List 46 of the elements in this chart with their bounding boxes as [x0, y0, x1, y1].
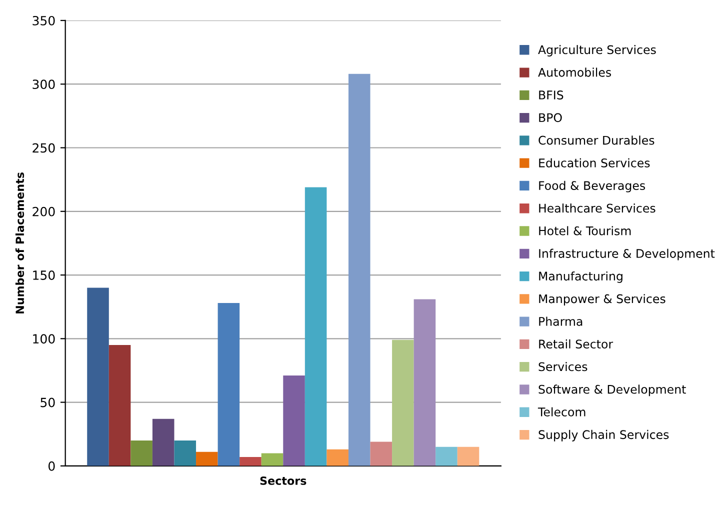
bar	[174, 440, 196, 466]
bar	[326, 449, 348, 466]
y-tick-label: 0	[48, 461, 55, 471]
legend-label: Telecom	[538, 407, 586, 416]
bar	[392, 340, 414, 466]
y-tick-label: 50	[40, 398, 55, 408]
y-tick-label: 100	[33, 334, 55, 344]
bar	[348, 74, 370, 466]
bar	[152, 418, 174, 466]
legend-label: Services	[538, 362, 588, 372]
bar	[261, 453, 284, 466]
bar	[196, 452, 218, 466]
legend-label: Pharma	[539, 316, 582, 326]
bar	[283, 376, 305, 466]
legend-label: Healthcare Services	[539, 204, 656, 213]
bar	[304, 187, 327, 466]
y-tick-label: 150	[33, 270, 55, 280]
legend-label: Food & Beverages	[539, 180, 646, 192]
bar	[240, 457, 262, 466]
legend-label: Supply Chain Services	[538, 430, 669, 442]
bar	[108, 345, 131, 466]
y-tick-label: 300	[32, 80, 55, 90]
bar	[457, 446, 480, 466]
bar	[414, 299, 436, 466]
y-tick-label: 200	[32, 206, 55, 216]
legend-label: Manufacturing	[539, 271, 622, 283]
legend-label: Infrastructure & Development	[539, 248, 715, 260]
legend-label: Automobiles	[538, 68, 612, 77]
y-tick-label: 350	[32, 16, 55, 26]
bar	[130, 440, 152, 466]
legend-label: Software & Development	[538, 384, 686, 396]
legend-label: Agriculture Services	[538, 45, 656, 56]
legend-label: BPO	[539, 113, 562, 122]
legend-label: Hotel & Tourism	[539, 226, 631, 236]
legend-label: Education Services	[539, 158, 650, 168]
y-tick-label: 250	[32, 143, 55, 153]
x-axis-title: Sectors	[260, 476, 306, 485]
bar	[87, 288, 109, 466]
bar	[370, 442, 392, 466]
y-axis-title: Number of Placements	[15, 172, 24, 314]
legend-label: Consumer Durables	[538, 136, 654, 145]
legend-label: Manpower & Services	[539, 294, 666, 306]
bar	[436, 446, 458, 466]
legend-label: Retail Sector	[539, 339, 614, 349]
legend-label: BFIS	[539, 90, 564, 100]
bar	[218, 303, 240, 466]
